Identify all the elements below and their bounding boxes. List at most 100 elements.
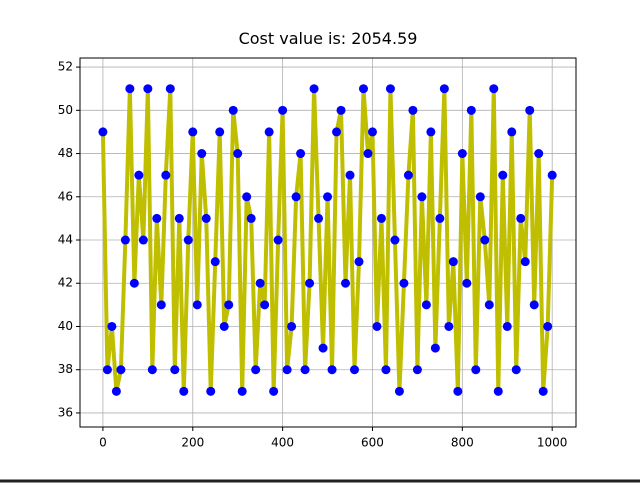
point xyxy=(345,170,355,180)
point xyxy=(534,149,544,159)
point xyxy=(152,213,162,223)
y-tick-label: 52 xyxy=(58,60,73,74)
point xyxy=(201,213,211,223)
point xyxy=(538,386,548,396)
point xyxy=(125,84,135,94)
point xyxy=(367,127,377,137)
point xyxy=(278,105,288,115)
point xyxy=(520,257,530,267)
point xyxy=(426,127,436,137)
point xyxy=(462,278,472,288)
point xyxy=(111,386,121,396)
point xyxy=(498,170,508,180)
point xyxy=(269,386,279,396)
y-tick-label: 48 xyxy=(58,146,73,160)
point xyxy=(233,149,243,159)
point xyxy=(323,192,333,202)
point xyxy=(471,365,481,375)
point xyxy=(219,321,229,331)
point xyxy=(264,127,274,137)
y-tick-label: 38 xyxy=(58,362,73,376)
point xyxy=(350,365,360,375)
point xyxy=(543,321,553,331)
point xyxy=(296,149,306,159)
point xyxy=(417,192,427,202)
point xyxy=(129,278,139,288)
point xyxy=(484,300,494,310)
y-tick-label: 44 xyxy=(58,233,73,247)
point xyxy=(170,365,180,375)
point xyxy=(493,386,503,396)
point xyxy=(156,300,166,310)
point xyxy=(466,105,476,115)
point xyxy=(314,213,324,223)
point xyxy=(529,300,539,310)
y-tick-label: 40 xyxy=(58,319,73,333)
point xyxy=(358,84,368,94)
point xyxy=(98,127,108,137)
point xyxy=(300,365,310,375)
point xyxy=(179,386,189,396)
point xyxy=(210,257,220,267)
y-tick-label: 50 xyxy=(58,103,73,117)
point xyxy=(309,84,319,94)
point xyxy=(206,386,216,396)
point xyxy=(237,386,247,396)
point xyxy=(287,321,297,331)
point xyxy=(341,278,351,288)
point xyxy=(183,235,193,245)
point xyxy=(174,213,184,223)
point xyxy=(120,235,130,245)
point xyxy=(525,105,535,115)
point xyxy=(165,84,175,94)
point xyxy=(421,300,431,310)
point xyxy=(547,170,557,180)
point xyxy=(188,127,198,137)
point xyxy=(475,192,485,202)
x-tick-label: 600 xyxy=(361,436,384,450)
chart-title: Cost value is: 2054.59 xyxy=(239,29,418,48)
x-tick-label: 0 xyxy=(99,436,107,450)
point xyxy=(107,321,117,331)
point xyxy=(116,365,126,375)
point xyxy=(224,300,234,310)
point xyxy=(305,278,315,288)
x-tick-label: 200 xyxy=(181,436,204,450)
point xyxy=(134,170,144,180)
point xyxy=(480,235,490,245)
point xyxy=(412,365,422,375)
point xyxy=(228,105,238,115)
point xyxy=(336,105,346,115)
point xyxy=(161,170,171,180)
point xyxy=(147,365,157,375)
point xyxy=(242,192,252,202)
point xyxy=(439,84,449,94)
point xyxy=(138,235,148,245)
point xyxy=(403,170,413,180)
point xyxy=(143,84,153,94)
point xyxy=(394,386,404,396)
point xyxy=(192,300,202,310)
point xyxy=(376,213,386,223)
point xyxy=(273,235,283,245)
point xyxy=(453,386,463,396)
point xyxy=(408,105,418,115)
point xyxy=(399,278,409,288)
point xyxy=(282,365,292,375)
point xyxy=(318,343,328,353)
point xyxy=(260,300,270,310)
x-tick-label: 1000 xyxy=(537,436,568,450)
point xyxy=(197,149,207,159)
point xyxy=(385,84,395,94)
point xyxy=(502,321,512,331)
point xyxy=(507,127,517,137)
point xyxy=(448,257,458,267)
point xyxy=(255,278,265,288)
point xyxy=(444,321,454,331)
point xyxy=(327,365,337,375)
point xyxy=(251,365,261,375)
point xyxy=(291,192,301,202)
point xyxy=(215,127,225,137)
point xyxy=(102,365,112,375)
